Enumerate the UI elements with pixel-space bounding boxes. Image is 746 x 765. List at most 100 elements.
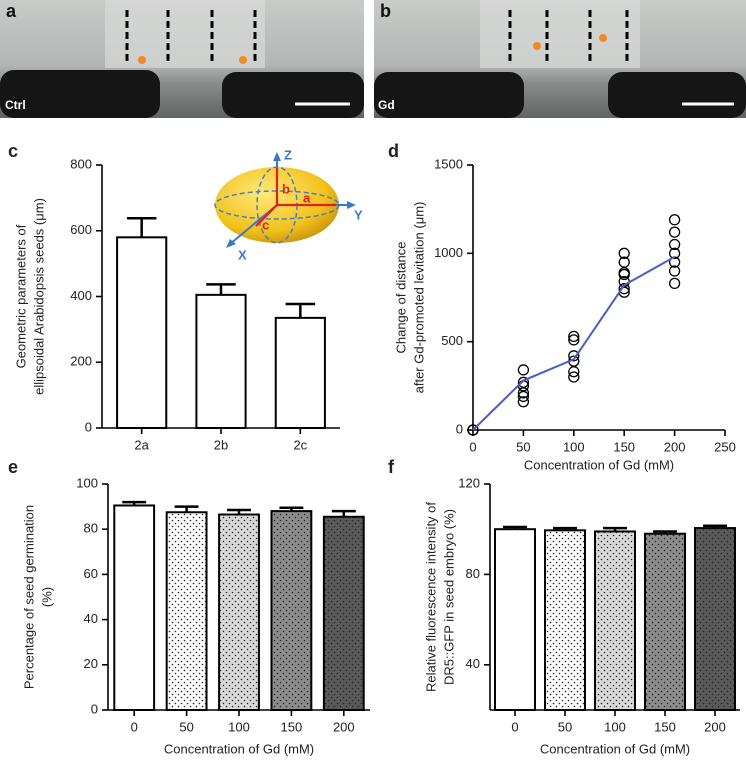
x-tick-label: 100 [228, 719, 250, 734]
x-tick-label: 150 [654, 719, 676, 734]
data-point [517, 387, 530, 399]
x-tick-label: 150 [281, 719, 303, 734]
inset-label: Y [354, 207, 363, 222]
y-axis-label: after Gd-promoted levitation (μm) [411, 202, 426, 394]
bar [274, 316, 326, 429]
y-axis-label: ellipsoidal Arabidopsis seeds (μm) [31, 198, 46, 395]
data-point [467, 424, 479, 436]
data-point [568, 371, 580, 383]
bar-texture [696, 529, 734, 709]
x-tick-label: 200 [704, 719, 726, 734]
data-point [668, 277, 681, 290]
bar [195, 293, 247, 430]
panel-label: a [6, 1, 17, 21]
y-tick-label: 60 [84, 566, 98, 581]
data-point [618, 247, 630, 259]
y-axis-label: Relative fluorescence intensity of [423, 502, 438, 692]
y-tick-label: 120 [458, 475, 480, 490]
x-axis-label: Concentration of Gd (mM) [524, 457, 674, 472]
x-tick-label: 100 [604, 719, 626, 734]
x-axis-label: Concentration of Gd (mM) [540, 741, 690, 756]
panel-label: e [8, 457, 18, 477]
photo-gd: b Gd [374, 0, 746, 118]
mean-line [472, 255, 676, 431]
bar-texture [546, 531, 584, 709]
bar [116, 236, 168, 429]
data-point [668, 214, 681, 226]
y-tick-label: 1500 [434, 156, 463, 171]
data-point [568, 330, 580, 343]
y-tick-label: 500 [441, 333, 463, 348]
x-tick-label: 250 [714, 439, 736, 454]
error-bar [285, 302, 316, 318]
bar [113, 504, 156, 711]
data-point [568, 366, 580, 378]
ellipsoid-inset: Z Y X a b c [214, 147, 363, 262]
x-tick-label: 150 [613, 439, 635, 454]
y-tick-label: 0 [85, 419, 92, 434]
data-point [618, 268, 630, 281]
data-point [568, 350, 580, 362]
x-tick-label: 2b [214, 437, 228, 452]
x-axis-label: Concentration of Gd (mM) [164, 741, 314, 756]
y-axis-label: Geometric parameters of [13, 224, 28, 368]
y-axis-label: Percentage of seed germination [21, 505, 36, 689]
data-point [668, 238, 681, 251]
y-tick-label: 0 [91, 701, 98, 716]
data-point [668, 226, 681, 238]
y-tick-label: 800 [70, 156, 92, 171]
inset-label: Z [284, 147, 292, 162]
bar-texture [596, 532, 634, 709]
bar-texture [220, 515, 258, 709]
y-tick-label: 80 [466, 566, 480, 581]
y-axis-label: DR5::GFP in seed embryo (%) [441, 509, 456, 685]
inset-label: c [262, 217, 269, 232]
y-axis-label: Change of distance [393, 241, 408, 353]
y-tick-label: 1000 [434, 245, 463, 260]
error-bar [126, 217, 157, 238]
data-point [517, 396, 530, 408]
inset-label: a [303, 190, 311, 205]
panel-label: c [8, 141, 18, 161]
data-point [517, 364, 530, 376]
panel-label: b [380, 1, 391, 21]
y-tick-label: 100 [76, 475, 98, 490]
y-tick-label: 600 [70, 222, 92, 237]
x-tick-label: 50 [558, 719, 572, 734]
data-point [568, 334, 580, 346]
panel-label: f [388, 457, 395, 477]
x-tick-label: 0 [469, 439, 476, 454]
y-tick-label: 80 [84, 521, 98, 536]
y-tick-label: 400 [70, 288, 92, 303]
inset-label: b [282, 181, 290, 196]
data-point [517, 390, 530, 403]
y-axis-label: (%) [39, 587, 54, 607]
x-tick-label: 0 [511, 719, 518, 734]
inset-label: X [238, 247, 247, 262]
y-tick-label: 200 [70, 354, 92, 369]
data-point [668, 265, 681, 277]
panel-label: d [388, 141, 399, 161]
photo-caption: Gd [378, 98, 395, 112]
bar-texture [167, 513, 206, 709]
x-tick-label: 50 [179, 719, 193, 734]
y-tick-label: 40 [466, 656, 480, 671]
x-tick-label: 100 [563, 439, 585, 454]
bar-texture [272, 512, 311, 709]
bar [494, 528, 536, 712]
y-tick-label: 20 [84, 656, 98, 671]
data-point [668, 247, 681, 259]
y-tick-label: 40 [84, 611, 98, 626]
photo-caption: Ctrl [5, 98, 26, 112]
x-tick-label: 2a [134, 437, 149, 452]
bar-texture [324, 517, 363, 709]
x-tick-label: 50 [516, 439, 530, 454]
data-point [618, 283, 630, 295]
x-tick-label: 200 [664, 439, 686, 454]
bar-texture [646, 534, 684, 709]
y-tick-label: 0 [456, 421, 463, 436]
photo-ctrl: a Ctrl [0, 0, 364, 118]
error-bar [206, 283, 236, 295]
